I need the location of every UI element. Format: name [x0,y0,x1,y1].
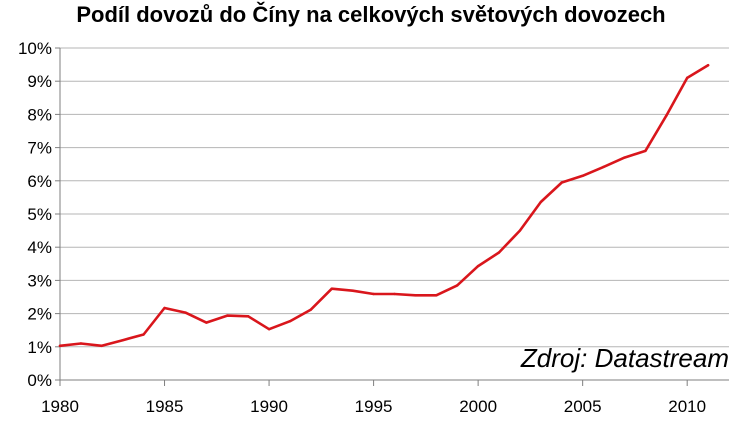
data-point [246,315,250,318]
x-tick-label: 1995 [355,397,393,416]
x-tick-label: 2000 [459,397,497,416]
data-point [100,344,104,348]
y-tick-label: 0% [27,371,52,390]
data-point [623,156,626,159]
data-point [602,165,605,169]
axes [55,47,729,386]
y-tick-label: 10% [18,39,52,58]
y-tick-label: 9% [27,72,52,91]
data-point [685,76,689,80]
x-tick-label: 1980 [41,397,79,416]
data-point [581,174,584,178]
data-point [497,251,501,254]
x-tick-label: 1985 [146,397,184,416]
data-point [79,342,83,345]
y-tick-label: 2% [27,305,52,324]
data-point [351,289,354,292]
chart-title: Podíl dovozů do Číny na celkových světov… [76,2,666,27]
data-point [644,149,647,153]
data-point [184,311,187,314]
x-tick-label: 2005 [564,397,602,416]
data-point [414,294,417,297]
data-point [435,294,438,297]
data-point [288,320,292,323]
data-point [539,200,543,204]
data-point [456,284,459,287]
data-point [372,292,375,296]
y-tick-label: 3% [27,271,52,290]
data-point [267,328,271,331]
source-label: Zdroj: Datastream [520,343,729,373]
gridlines [60,47,729,348]
data-point [560,181,563,184]
data-point [476,264,480,268]
data-point [518,229,522,232]
data-point [205,321,208,324]
data-point [58,344,62,348]
data-point [706,64,710,67]
data-point [142,333,145,336]
data-point [393,292,396,296]
y-tick-label: 4% [27,238,52,257]
x-tick-label: 2010 [668,397,706,416]
x-tick-label: 1990 [250,397,288,416]
data-point [309,308,313,311]
data-point [665,114,668,117]
y-tick-label: 6% [27,172,52,191]
data-point [330,287,333,290]
series-line [58,64,710,348]
y-tick-label: 5% [27,205,52,224]
data-point [163,306,166,310]
y-tick-label: 1% [27,338,52,357]
y-tick-labels: 0% 1% 2% 3% 4% 5% 6% 7% 8% 9% 10% [18,39,52,390]
data-point [226,314,229,317]
x-tick-labels: 1980 1985 1990 1995 2000 2005 2010 [41,397,706,416]
series-layer [58,64,710,348]
y-tick-label: 8% [27,105,52,124]
data-point [121,338,124,342]
y-tick-label: 7% [27,139,52,158]
